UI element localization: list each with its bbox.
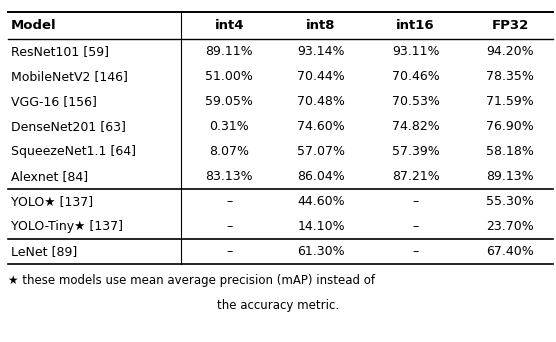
Text: ResNet101 [59]: ResNet101 [59] (11, 45, 108, 58)
Text: 89.11%: 89.11% (206, 45, 253, 58)
Text: 76.90%: 76.90% (486, 120, 534, 133)
Text: 70.44%: 70.44% (297, 70, 345, 83)
Text: int4: int4 (215, 19, 244, 32)
Text: FP32: FP32 (492, 19, 529, 32)
Text: LeNet [89]: LeNet [89] (11, 245, 77, 258)
Text: int16: int16 (396, 19, 435, 32)
Text: 57.07%: 57.07% (297, 145, 345, 158)
Text: 61.30%: 61.30% (297, 245, 345, 258)
Text: ★ these models use mean average precision (mAP) instead of: ★ these models use mean average precisio… (8, 274, 375, 287)
Text: 23.70%: 23.70% (486, 220, 534, 233)
Text: 70.46%: 70.46% (392, 70, 439, 83)
Text: 59.05%: 59.05% (205, 95, 254, 108)
Text: 44.60%: 44.60% (297, 195, 345, 208)
Text: Model: Model (11, 19, 56, 32)
Text: 93.11%: 93.11% (392, 45, 439, 58)
Text: –: – (226, 220, 232, 233)
Text: YOLO-Tiny★ [137]: YOLO-Tiny★ [137] (11, 220, 122, 233)
Text: 87.21%: 87.21% (392, 170, 439, 183)
Text: 0.31%: 0.31% (210, 120, 249, 133)
Text: SqueezeNet1.1 [64]: SqueezeNet1.1 [64] (11, 145, 136, 158)
Text: Alexnet [84]: Alexnet [84] (11, 170, 88, 183)
Text: 89.13%: 89.13% (486, 170, 534, 183)
Text: 74.60%: 74.60% (297, 120, 345, 133)
Text: 8.07%: 8.07% (210, 145, 249, 158)
Text: MobileNetV2 [146]: MobileNetV2 [146] (11, 70, 127, 83)
Text: 86.04%: 86.04% (297, 170, 345, 183)
Text: VGG-16 [156]: VGG-16 [156] (11, 95, 96, 108)
Text: –: – (413, 195, 419, 208)
Text: –: – (226, 195, 232, 208)
Text: 67.40%: 67.40% (486, 245, 534, 258)
Text: 83.13%: 83.13% (206, 170, 253, 183)
Text: 93.14%: 93.14% (297, 45, 345, 58)
Text: 78.35%: 78.35% (486, 70, 534, 83)
Text: YOLO★ [137]: YOLO★ [137] (11, 195, 93, 208)
Text: –: – (226, 245, 232, 258)
Text: DenseNet201 [63]: DenseNet201 [63] (11, 120, 126, 133)
Text: 70.53%: 70.53% (391, 95, 440, 108)
Text: 57.39%: 57.39% (392, 145, 439, 158)
Text: –: – (413, 220, 419, 233)
Text: 51.00%: 51.00% (205, 70, 254, 83)
Text: 71.59%: 71.59% (486, 95, 534, 108)
Text: 55.30%: 55.30% (486, 195, 534, 208)
Text: –: – (413, 245, 419, 258)
Text: int8: int8 (306, 19, 336, 32)
Text: 14.10%: 14.10% (297, 220, 345, 233)
Text: the accuracy metric.: the accuracy metric. (217, 299, 339, 312)
Text: 70.48%: 70.48% (297, 95, 345, 108)
Text: 94.20%: 94.20% (486, 45, 534, 58)
Text: 58.18%: 58.18% (486, 145, 534, 158)
Text: 74.82%: 74.82% (392, 120, 439, 133)
